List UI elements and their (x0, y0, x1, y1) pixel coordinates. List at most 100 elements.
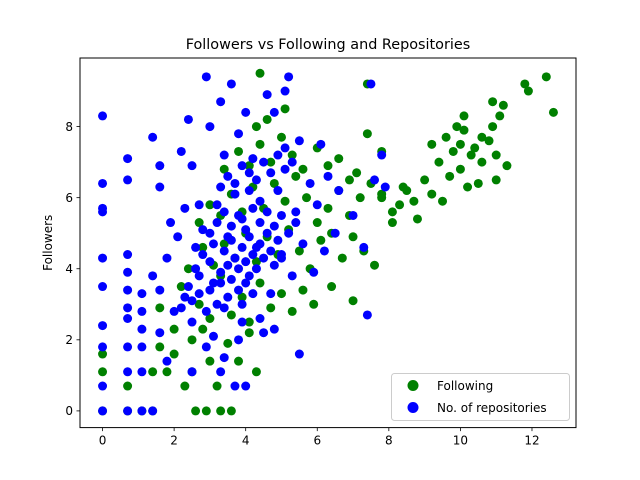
legend-marker-following (407, 380, 419, 391)
point-s1-0 (98, 406, 108, 416)
point-s0-8 (201, 406, 211, 416)
point-s0-117 (484, 136, 494, 146)
point-s1-161 (255, 314, 265, 323)
point-s0-31 (226, 310, 236, 320)
point-s1-157 (201, 342, 211, 352)
point-s1-4 (98, 282, 108, 292)
point-s0-93 (352, 168, 362, 178)
point-s1-111 (251, 264, 261, 274)
point-s0-75 (355, 193, 365, 203)
point-s1-139 (248, 203, 258, 213)
point-s1-35 (166, 218, 176, 228)
point-s0-35 (266, 303, 276, 313)
point-s0-98 (280, 104, 290, 114)
point-s1-40 (180, 203, 190, 213)
point-s1-129 (234, 285, 244, 295)
point-s1-148 (230, 178, 240, 188)
point-s1-126 (216, 278, 226, 288)
point-s1-137 (234, 210, 244, 220)
point-s1-123 (201, 306, 211, 316)
point-s0-10 (226, 406, 236, 416)
point-s0-61 (205, 200, 215, 210)
point-s0-41 (348, 296, 358, 306)
point-s0-114 (463, 182, 473, 192)
point-s0-32 (237, 292, 247, 302)
point-s0-88 (298, 164, 308, 174)
point-s0-126 (459, 111, 469, 121)
point-s1-1 (98, 381, 108, 391)
legend-label-following: Following (437, 379, 493, 393)
x-tick-label: 10 (453, 434, 468, 448)
point-s1-19 (123, 154, 133, 164)
point-s1-119 (176, 303, 186, 313)
point-s0-15 (180, 381, 190, 391)
point-s1-14 (123, 303, 133, 313)
point-s0-4 (123, 381, 133, 391)
point-s0-21 (234, 356, 244, 366)
point-s1-107 (237, 242, 247, 252)
point-s1-98 (198, 250, 208, 260)
point-s1-25 (137, 289, 147, 299)
point-s0-52 (294, 246, 304, 256)
point-s1-160 (234, 335, 244, 345)
point-s1-86 (319, 246, 329, 256)
point-s1-105 (230, 253, 240, 263)
y-tick-label: 4 (65, 262, 73, 276)
point-s1-65 (248, 154, 258, 164)
point-s1-36 (169, 306, 179, 316)
point-s0-86 (276, 132, 286, 142)
point-s1-122 (194, 289, 204, 299)
point-s1-29 (155, 328, 165, 338)
point-s1-97 (191, 264, 201, 274)
point-s1-101 (216, 267, 226, 277)
point-s0-101 (377, 193, 387, 203)
point-s1-2 (98, 342, 108, 352)
point-s0-127 (466, 150, 476, 160)
point-s1-99 (205, 257, 215, 267)
point-s1-30 (155, 285, 165, 295)
point-s0-136 (477, 132, 487, 142)
point-s1-116 (269, 260, 279, 270)
point-s0-83 (244, 161, 254, 171)
point-s1-120 (183, 282, 193, 292)
point-s1-100 (208, 239, 218, 249)
point-s1-146 (216, 182, 226, 192)
point-s1-131 (241, 278, 251, 288)
point-s1-88 (330, 228, 340, 238)
point-s1-79 (294, 349, 304, 359)
point-s1-12 (123, 342, 133, 352)
point-s1-154 (273, 150, 283, 160)
point-s1-7 (98, 203, 108, 213)
point-s1-114 (262, 228, 272, 238)
point-s0-22 (244, 328, 254, 338)
point-s0-80 (409, 196, 419, 206)
point-s1-134 (212, 218, 222, 228)
point-s0-119 (495, 111, 505, 121)
point-s0-105 (412, 214, 422, 224)
point-s0-59 (370, 260, 380, 270)
point-s1-93 (366, 79, 376, 89)
point-s1-121 (187, 296, 197, 306)
point-s0-122 (427, 139, 437, 149)
point-s1-159 (219, 353, 229, 363)
x-tick-label: 8 (385, 434, 393, 448)
point-s1-77 (287, 271, 297, 281)
point-s1-109 (244, 232, 254, 242)
point-s0-87 (287, 150, 297, 160)
point-s0-13 (162, 367, 172, 377)
point-s0-42 (183, 264, 193, 274)
point-s0-54 (316, 235, 326, 245)
point-s1-151 (251, 175, 261, 185)
point-s0-111 (448, 146, 458, 156)
point-s1-103 (223, 260, 233, 270)
point-s1-17 (123, 250, 133, 260)
point-s1-155 (280, 164, 290, 174)
point-s1-8 (98, 178, 108, 188)
point-s1-75 (280, 86, 290, 96)
legend-label-repositories: No. of repositories (437, 401, 547, 415)
point-s1-156 (287, 157, 297, 167)
point-s1-102 (219, 246, 229, 256)
point-s1-59 (237, 317, 247, 327)
point-s1-16 (123, 267, 133, 277)
